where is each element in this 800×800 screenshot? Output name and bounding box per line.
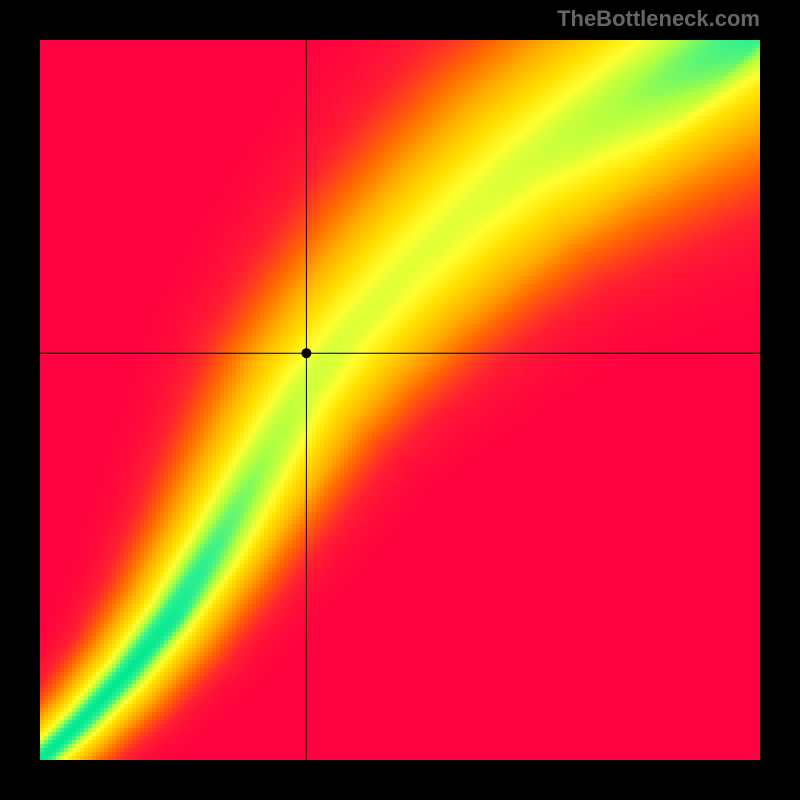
watermark-text: TheBottleneck.com [557, 6, 760, 32]
heatmap-canvas [40, 40, 760, 760]
bottleneck-heatmap [40, 40, 760, 760]
